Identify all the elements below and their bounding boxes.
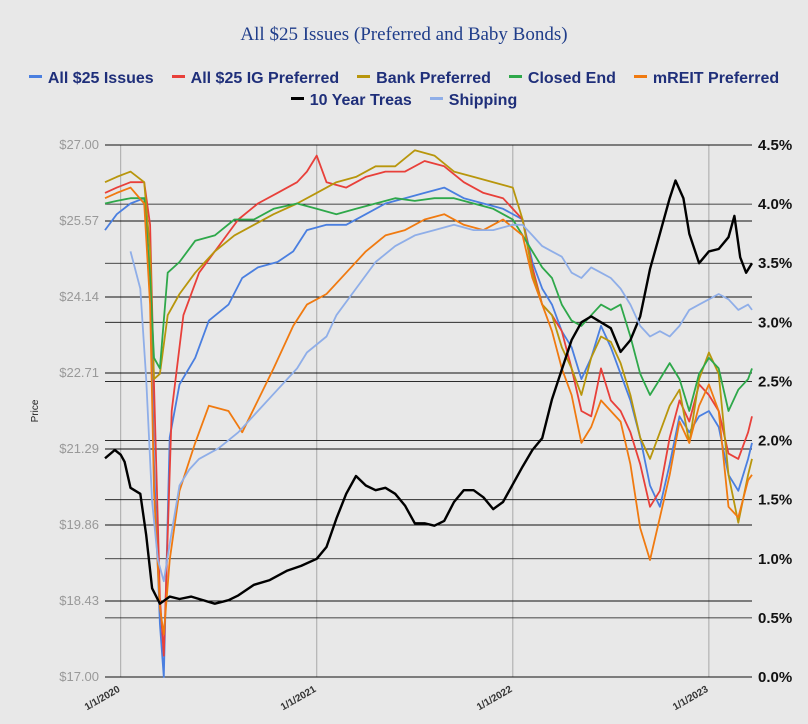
y2-tick-label: 1.5%	[758, 492, 792, 509]
y2-tick-label: 0.5%	[758, 610, 792, 627]
legend-row-1: All $25 Issues All $25 IG Preferred Bank P…	[0, 70, 808, 88]
legend-item: Shipping	[429, 92, 518, 110]
legend-item: All $25 IG Preferred	[171, 70, 340, 88]
legend-swatch	[290, 97, 304, 101]
x-tick-label: 1/1/2023	[671, 684, 711, 713]
series-line-bank-preferred	[104, 149, 753, 524]
chart-title: All $25 Issues (Preferred and Baby Bonds…	[240, 24, 568, 45]
series-line-10-year-treas	[104, 179, 754, 605]
legend-item: mREIT Preferred	[633, 70, 780, 88]
y2-tick-label: 1.0%	[758, 551, 792, 568]
legend-label: Shipping	[448, 92, 518, 109]
legend-item: All $25 Issues	[28, 70, 154, 88]
legend-item: 10 Year Treas	[290, 92, 412, 110]
legend-swatch	[429, 97, 443, 101]
y-tick-label: $21.29	[59, 441, 99, 456]
x-tick-label: 1/1/2022	[475, 684, 515, 713]
y-tick-label: $17.00	[59, 669, 99, 684]
legend-item: Bank Preferred	[357, 70, 491, 88]
y2-tick-label: 0.0%	[758, 669, 792, 686]
x-tick-label: 1/1/2021	[279, 684, 319, 713]
y-tick-label: $24.14	[59, 289, 99, 304]
legend-row-2: 10 Year Treas Shipping	[0, 92, 808, 110]
legend-label: All $25 Issues	[47, 70, 154, 87]
y-tick-label: $19.86	[59, 517, 99, 532]
legend-label: Bank Preferred	[376, 70, 491, 87]
y-axis-label: Price	[30, 399, 41, 422]
legend-swatch	[357, 75, 371, 79]
y-tick-label: $22.71	[59, 365, 99, 380]
x-tick-label: 1/1/2020	[83, 684, 123, 713]
legend-swatch	[633, 75, 647, 79]
series-line-closed-end	[104, 197, 753, 412]
series-line-all-25-issues	[104, 186, 753, 678]
y-tick-label: $18.43	[59, 593, 99, 608]
y2-tick-label: 3.0%	[758, 314, 792, 331]
y2-tick-label: 3.5%	[758, 255, 792, 272]
legend-item: Closed End	[508, 70, 616, 88]
y2-tick-label: 4.0%	[758, 196, 792, 213]
y2-tick-label: 2.0%	[758, 433, 792, 450]
y2-tick-label: 2.5%	[758, 373, 792, 390]
legend-swatch	[28, 75, 42, 79]
legend-label: All $25 IG Preferred	[190, 70, 340, 87]
legend-label: mREIT Preferred	[652, 70, 780, 87]
legend-label: Closed End	[527, 70, 616, 87]
series-line-all-25-ig-preferred	[104, 154, 753, 657]
legend-label: 10 Year Treas	[309, 92, 412, 109]
y-tick-label: $25.57	[59, 213, 99, 228]
legend-swatch	[508, 75, 522, 79]
y-tick-label: $27.00	[59, 137, 99, 152]
series-line-shipping	[129, 223, 753, 583]
y2-tick-label: 4.5%	[758, 137, 792, 154]
legend-swatch	[171, 75, 185, 79]
